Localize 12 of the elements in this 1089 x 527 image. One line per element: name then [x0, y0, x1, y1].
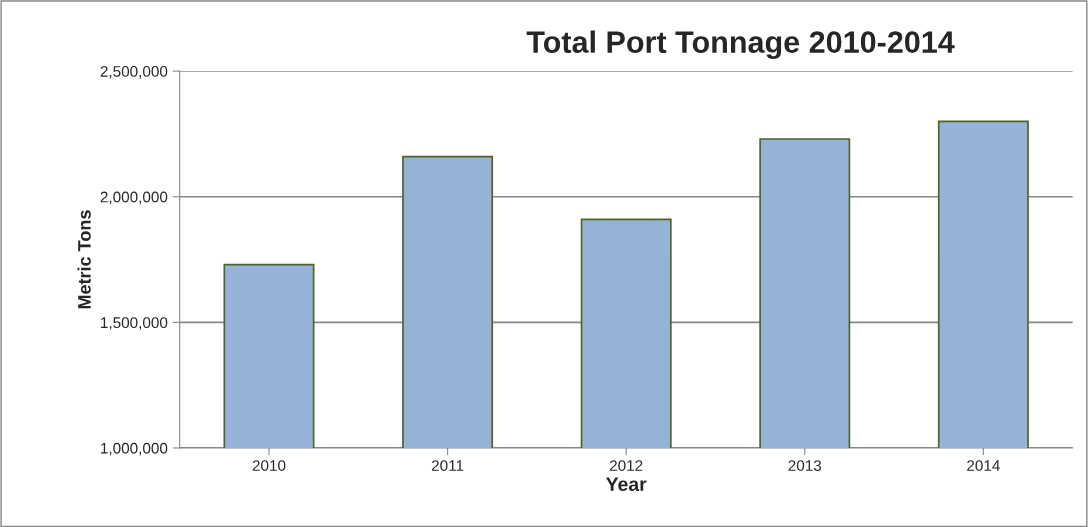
x-tick-label: 2010 [252, 460, 286, 471]
x-tick-label: 2013 [788, 460, 822, 471]
y-tick-label: 1,500,000 [101, 317, 168, 330]
y-axis-title: Metric Tons [77, 210, 91, 309]
y-tick-label: 2,000,000 [100, 191, 168, 205]
y-tick-label: 2,500,000 [100, 66, 168, 79]
x-tick-label: 2014 [967, 460, 1000, 471]
chart-title: Total Port Tonnage 2010-2014 [526, 30, 955, 60]
y-tick-label: 1,000,000 [101, 442, 168, 456]
x-axis-title: Year [605, 477, 647, 492]
x-tick-label: 2012 [609, 460, 643, 471]
x-tick-label: 2011 [431, 460, 464, 471]
